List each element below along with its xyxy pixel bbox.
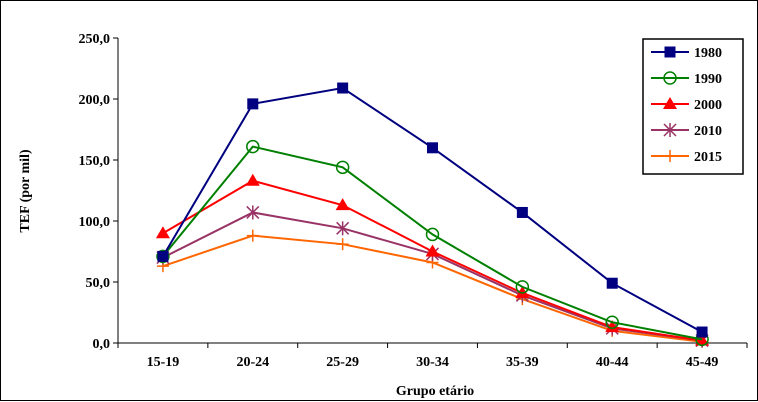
y-tick-label: 200,0 [79,93,111,108]
x-tick-label: 35-39 [506,355,539,370]
data-point-1980-30-34 [427,142,438,153]
data-point-1980-45-49 [697,327,708,338]
y-tick-label: 100,0 [79,215,111,230]
y-tick-label: 0,0 [93,337,111,352]
series-2010 [157,205,708,347]
x-tick-label: 15-19 [147,355,180,370]
legend-box [643,39,743,174]
data-point-1980-25-29 [337,83,348,94]
series-1990 [157,141,708,346]
legend: 1980 1990 2000 2010 2015 [643,39,743,174]
series-1980 [157,83,707,338]
legend-label: 2015 [694,150,722,165]
data-point-1980-15-19 [157,251,168,262]
y-tick-label: 50,0 [86,276,111,291]
x-tick-label: 45-49 [686,355,719,370]
y-ticks: 0,0 50,0 100,0 150,0 200,0 250,0 [79,32,119,352]
data-point-1980-35-39 [517,207,528,218]
y-tick-label: 250,0 [79,32,111,47]
legend-label: 2000 [694,98,722,113]
legend-label: 1980 [694,46,722,61]
legend-label: 2010 [694,124,722,139]
data-point-1980-20-24 [247,98,258,109]
y-tick-label: 150,0 [79,154,111,169]
x-ticks: 15-19 20-24 25-29 30-34 35-39 40-44 45-49 [118,343,747,370]
x-tick-label: 25-29 [326,355,359,370]
data-point-2015-25-29 [337,238,349,250]
x-tick-label: 30-34 [416,355,449,370]
data-point-2015-20-24 [247,230,259,242]
x-tick-label: 40-44 [596,355,629,370]
data-point-2000-20-24 [246,174,260,186]
y-axis-label: TEF (por mil) [18,149,33,233]
series-layer [156,83,709,348]
data-point-2000-15-19 [156,226,170,238]
series-line-2010 [163,212,702,340]
x-tick-label: 20-24 [236,355,269,370]
series-line-1990 [163,147,702,340]
legend-marker-1980 [665,47,676,58]
series-line-1980 [163,88,702,332]
data-point-2000-30-34 [426,245,440,257]
x-axis-label: Grupo etário [396,384,474,399]
legend-label: 1990 [694,72,722,87]
data-point-1980-40-44 [607,278,618,289]
